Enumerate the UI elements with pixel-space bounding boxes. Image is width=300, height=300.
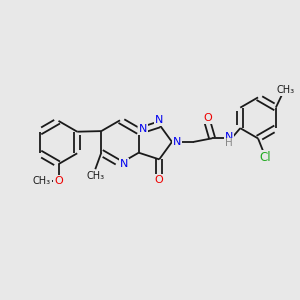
Text: CH₃: CH₃	[33, 176, 51, 186]
Text: CH₃: CH₃	[276, 85, 295, 95]
Text: N: N	[155, 115, 164, 124]
Text: N: N	[138, 124, 147, 134]
Text: H: H	[225, 138, 233, 148]
Text: N: N	[120, 159, 128, 169]
Text: O: O	[54, 176, 63, 186]
Text: N: N	[224, 132, 233, 142]
Text: N: N	[172, 137, 181, 147]
Text: O: O	[204, 113, 213, 123]
Text: CH₃: CH₃	[86, 171, 104, 181]
Text: O: O	[155, 176, 164, 185]
Text: Cl: Cl	[260, 151, 271, 164]
